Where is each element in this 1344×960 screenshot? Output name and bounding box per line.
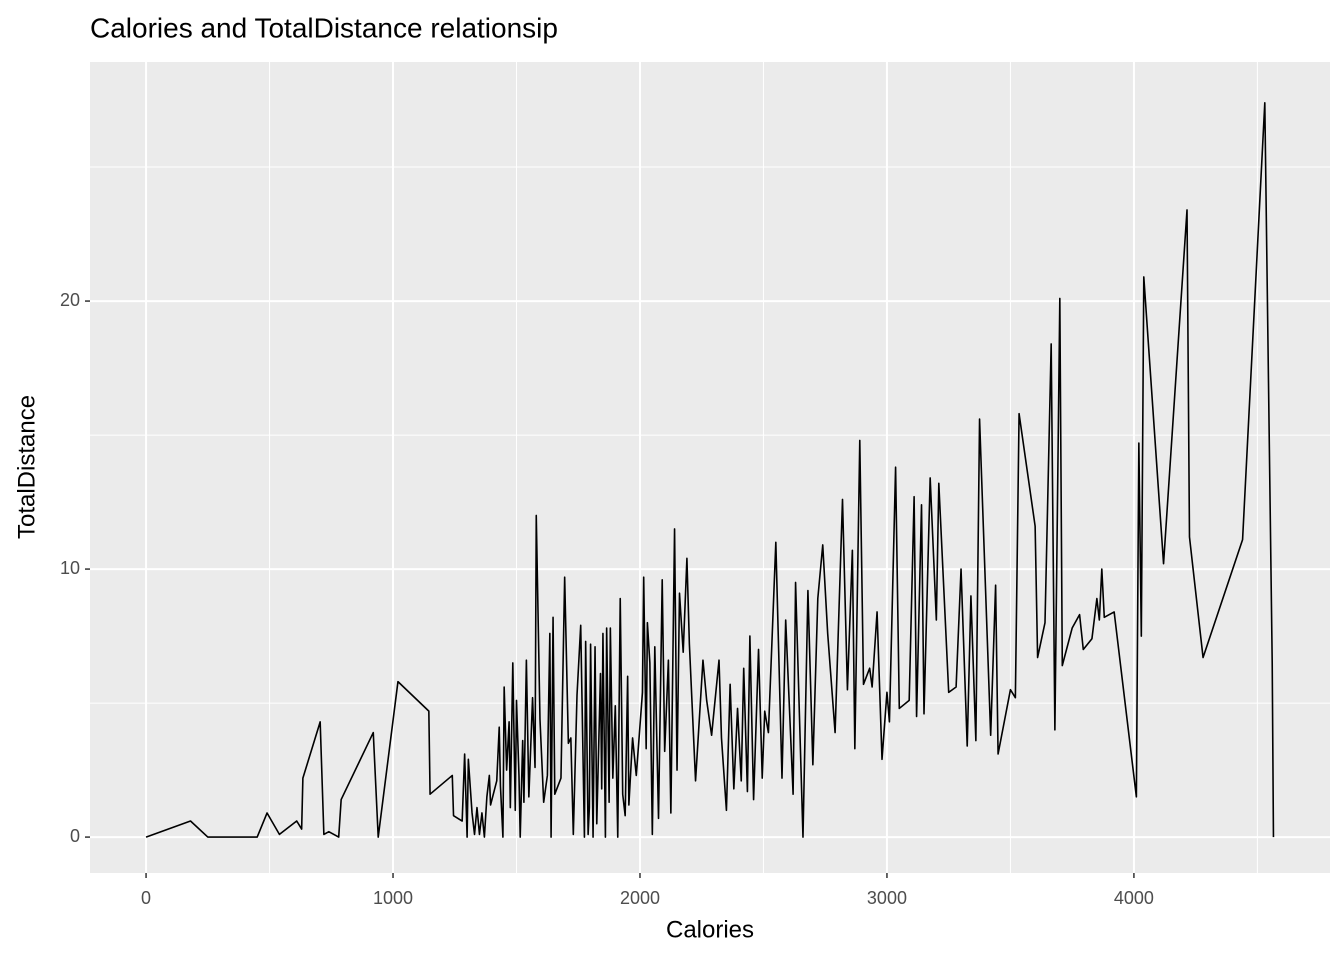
x-axis-title: Calories bbox=[666, 916, 754, 943]
data-line bbox=[145, 101, 1275, 838]
y-tick-label: 20 bbox=[60, 290, 80, 310]
plot-panel bbox=[90, 62, 1330, 873]
x-tick-label: 1000 bbox=[373, 888, 413, 908]
x-tick-label: 3000 bbox=[867, 888, 907, 908]
x-tick-label: 0 bbox=[141, 888, 151, 908]
x-tick-label: 2000 bbox=[620, 888, 660, 908]
y-axis-title: TotalDistance bbox=[13, 395, 40, 539]
x-tick-label: 4000 bbox=[1114, 888, 1154, 908]
y-tick-label: 10 bbox=[60, 558, 80, 578]
chart-title: Calories and TotalDistance relationsip bbox=[90, 12, 558, 43]
y-tick-label: 0 bbox=[70, 826, 80, 846]
